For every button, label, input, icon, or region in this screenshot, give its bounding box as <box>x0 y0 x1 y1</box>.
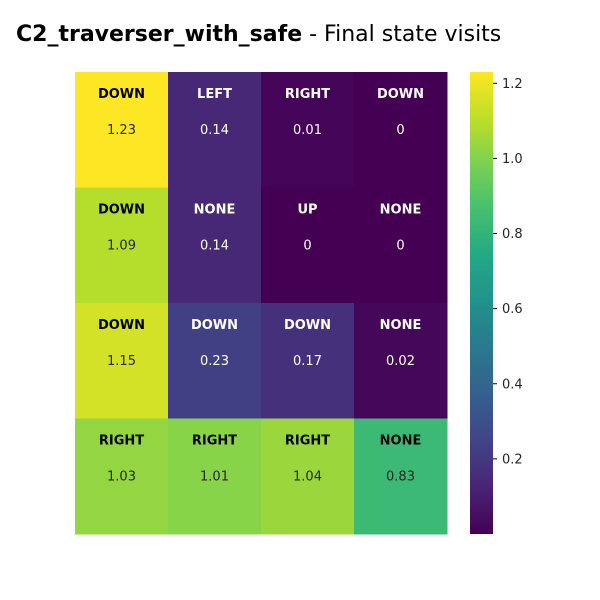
heatmap-cell-r3c1 <box>168 418 262 535</box>
cell-value-label: 0.17 <box>293 354 322 369</box>
colorbar-tick-label: 1.2 <box>502 77 523 92</box>
cell-value-label: 0.23 <box>200 354 229 369</box>
heatmap-cell-r1c3 <box>354 187 448 304</box>
cell-action-label: DOWN <box>191 318 238 333</box>
heatmap-grid: DOWN 1.23 LEFT 0.14 RIGHT 0.01 DOWN 0 DOWN 1.09 NO… <box>75 72 448 535</box>
colorbar-gradient <box>470 72 493 534</box>
cell-action-label: LEFT <box>197 87 232 102</box>
chart-title-bold: C2_traverser_with_safe <box>16 22 303 47</box>
cell-value-label: 0 <box>396 239 404 254</box>
cell-action-label: DOWN <box>98 203 145 218</box>
cell-value-label: 0.83 <box>386 470 415 485</box>
cell-action-label: RIGHT <box>285 434 330 449</box>
heatmap-cell-r0c1 <box>168 72 262 188</box>
cell-value-label: 1.03 <box>107 470 136 485</box>
cell-value-label: 0.14 <box>200 123 229 138</box>
heatmap-cell-r0c2 <box>261 72 355 188</box>
cell-action-label: NONE <box>194 203 236 218</box>
cell-value-label: 0.02 <box>386 354 415 369</box>
cell-action-label: DOWN <box>98 318 145 333</box>
colorbar-tick-label: 0.8 <box>502 227 523 242</box>
heatmap-cell-r0c3 <box>354 72 448 188</box>
cell-action-label: UP <box>297 203 317 218</box>
cell-value-label: 0.14 <box>200 239 229 254</box>
cell-action-label: RIGHT <box>285 87 330 102</box>
heatmap-cell-r3c2 <box>261 418 355 535</box>
colorbar: 0.2 0.4 0.6 0.8 1.0 1.2 <box>470 72 523 534</box>
cell-value-label: 0 <box>396 123 404 138</box>
cell-value-label: 0 <box>303 239 311 254</box>
cell-action-label: NONE <box>380 203 422 218</box>
heatmap-cell-r2c1 <box>168 303 262 419</box>
cell-action-label: DOWN <box>98 87 145 102</box>
chart-title-rest: - Final state visits <box>302 22 502 47</box>
cell-value-label: 1.09 <box>107 239 136 254</box>
cell-value-label: 0.01 <box>293 123 322 138</box>
cell-action-label: DOWN <box>284 318 331 333</box>
heatmap-cell-r0c0 <box>75 72 169 188</box>
heatmap-cell-r1c1 <box>168 187 262 304</box>
cell-action-label: NONE <box>380 434 422 449</box>
cell-action-label: NONE <box>380 318 422 333</box>
heatmap-cell-r3c3 <box>354 418 448 535</box>
heatmap-cell-r3c0 <box>75 418 169 535</box>
colorbar-tick-label: 0.4 <box>502 377 523 392</box>
cell-value-label: 1.15 <box>107 354 136 369</box>
heatmap-cell-r2c2 <box>261 303 355 419</box>
heatmap-cell-r1c0 <box>75 187 169 304</box>
colorbar-tick-label: 1.0 <box>502 152 523 167</box>
colorbar-tick-label: 0.2 <box>502 452 523 467</box>
cell-value-label: 1.04 <box>293 470 322 485</box>
cell-action-label: DOWN <box>377 87 424 102</box>
cell-value-label: 1.23 <box>107 123 136 138</box>
heatmap-cell-r1c2 <box>261 187 355 304</box>
heatmap-cell-r2c3 <box>354 303 448 419</box>
colorbar-tick-label: 0.6 <box>502 302 523 317</box>
chart-title: C2_traverser_with_safe - Final state vis… <box>16 22 501 47</box>
cell-value-label: 1.01 <box>200 470 229 485</box>
cell-action-label: RIGHT <box>192 434 237 449</box>
cell-action-label: RIGHT <box>99 434 144 449</box>
heatmap-cell-r2c0 <box>75 303 169 419</box>
